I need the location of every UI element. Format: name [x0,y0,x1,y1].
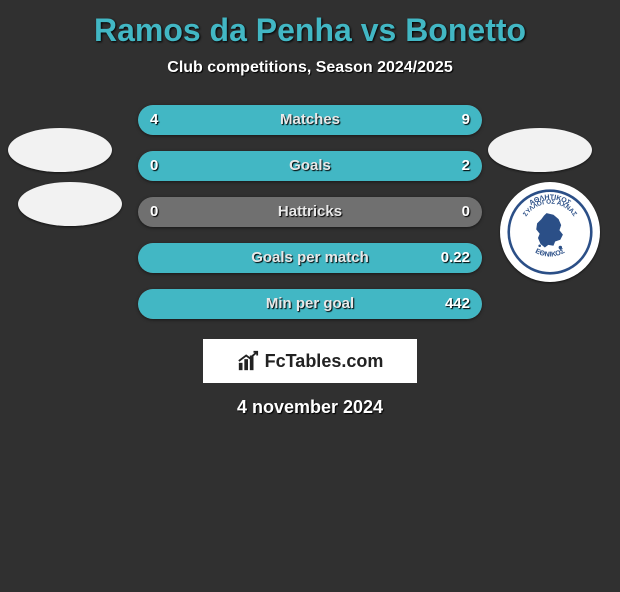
player-right-silhouette [488,128,592,172]
stats-icon [237,350,259,372]
stat-row: 442Min per goal [138,289,482,319]
fctables-watermark: FcTables.com [203,339,417,383]
stat-label: Goals [138,151,482,181]
stat-row: 00Hattricks [138,197,482,227]
stat-label: Min per goal [138,289,482,319]
player-left-silhouette-1 [8,128,112,172]
stat-label: Matches [138,105,482,135]
stat-row: 49Matches [138,105,482,135]
fctables-label: FcTables.com [265,351,384,372]
stat-row: 02Goals [138,151,482,181]
page-title: Ramos da Penha vs Bonetto [0,12,620,49]
stat-row: 0.22Goals per match [138,243,482,273]
player-left-silhouette-2 [18,182,122,226]
stat-label: Hattricks [138,197,482,227]
stat-label: Goals per match [138,243,482,273]
club-badge-right: ΑΘΛΗΤΙΚΟΣ ΣΥΛΛΟΓΟΣ ΑΧΝΑΣ ΕΘΝΙΚΟΣ [500,182,600,282]
subtitle: Club competitions, Season 2024/2025 [0,59,620,77]
club-badge-svg: ΑΘΛΗΤΙΚΟΣ ΣΥΛΛΟΓΟΣ ΑΧΝΑΣ ΕΘΝΙΚΟΣ [507,189,593,275]
generated-date: 4 november 2024 [0,397,620,418]
stat-rows: 49Matches 02Goals 00Hattricks 0.22Goals per… [138,105,482,319]
